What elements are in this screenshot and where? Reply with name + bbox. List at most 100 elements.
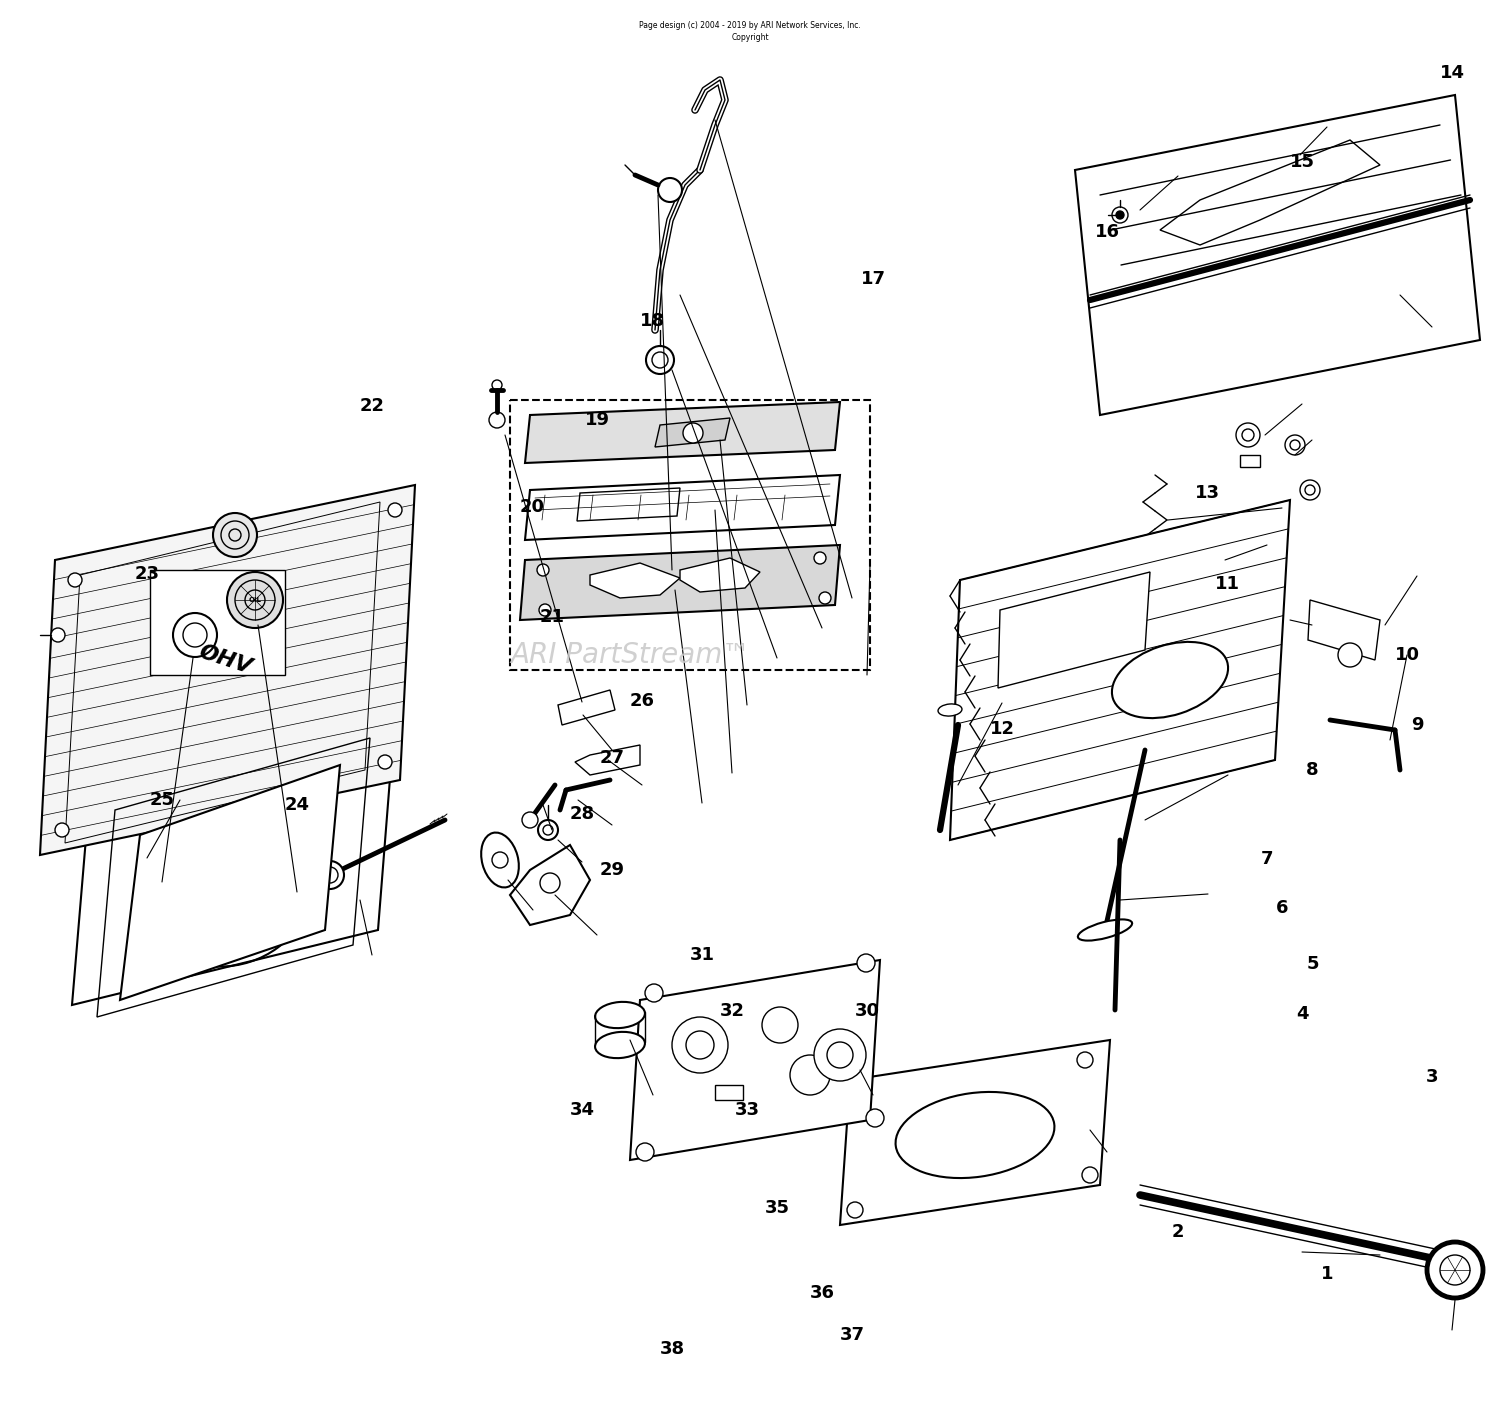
Circle shape	[1236, 422, 1260, 446]
Polygon shape	[510, 845, 590, 925]
Circle shape	[538, 819, 558, 841]
Polygon shape	[840, 1041, 1110, 1225]
Polygon shape	[120, 765, 340, 1000]
Circle shape	[686, 1031, 714, 1059]
Polygon shape	[525, 403, 840, 463]
Text: 35: 35	[765, 1200, 789, 1217]
Polygon shape	[590, 563, 680, 598]
Circle shape	[1082, 1167, 1098, 1183]
Text: 31: 31	[690, 946, 714, 963]
Circle shape	[856, 955, 874, 972]
Circle shape	[226, 572, 284, 628]
Circle shape	[213, 513, 256, 558]
Polygon shape	[72, 715, 395, 1005]
Text: 14: 14	[1440, 65, 1464, 82]
Circle shape	[1112, 207, 1128, 222]
Ellipse shape	[896, 1093, 1054, 1178]
Text: 10: 10	[1395, 646, 1419, 663]
Text: 4: 4	[1296, 1005, 1308, 1022]
Text: 21: 21	[540, 608, 564, 625]
Ellipse shape	[1112, 642, 1228, 718]
Bar	[1204, 686, 1222, 698]
Text: 36: 36	[810, 1284, 834, 1301]
Circle shape	[183, 622, 207, 648]
Bar	[510, 400, 870, 670]
Circle shape	[68, 573, 82, 587]
Circle shape	[489, 413, 506, 428]
Text: 3: 3	[1426, 1069, 1438, 1086]
Polygon shape	[40, 484, 416, 855]
Circle shape	[682, 422, 703, 444]
Circle shape	[790, 1055, 830, 1095]
Polygon shape	[680, 558, 760, 591]
Polygon shape	[656, 418, 730, 446]
Circle shape	[322, 867, 338, 883]
Circle shape	[537, 565, 549, 576]
Text: 32: 32	[720, 1002, 744, 1019]
Circle shape	[827, 1042, 854, 1069]
Text: Copyright: Copyright	[730, 32, 770, 42]
Text: 18: 18	[640, 313, 664, 329]
Text: 24: 24	[285, 797, 309, 814]
Circle shape	[645, 984, 663, 1002]
Text: 11: 11	[1215, 576, 1239, 593]
Circle shape	[672, 1017, 728, 1073]
Text: ARI PartStream™: ARI PartStream™	[510, 641, 750, 669]
Text: 6: 6	[1276, 900, 1288, 917]
Polygon shape	[574, 745, 640, 774]
Ellipse shape	[938, 704, 962, 717]
Circle shape	[852, 1087, 868, 1102]
Ellipse shape	[482, 832, 519, 887]
Circle shape	[51, 628, 64, 642]
Circle shape	[538, 604, 550, 617]
Text: 5: 5	[1306, 956, 1318, 973]
Circle shape	[522, 812, 538, 828]
Polygon shape	[1308, 600, 1380, 660]
Ellipse shape	[1078, 919, 1132, 941]
Bar	[716, 1086, 742, 1100]
Circle shape	[388, 503, 402, 517]
Circle shape	[1338, 643, 1362, 667]
Text: 15: 15	[1290, 153, 1314, 170]
Polygon shape	[558, 690, 615, 725]
Text: Page design (c) 2004 - 2019 by ARI Network Services, Inc.: Page design (c) 2004 - 2019 by ARI Netwo…	[639, 21, 861, 30]
Circle shape	[762, 1007, 798, 1043]
Text: 22: 22	[360, 397, 384, 414]
Circle shape	[658, 177, 682, 201]
Circle shape	[540, 873, 560, 893]
Circle shape	[819, 591, 831, 604]
Circle shape	[1077, 1052, 1094, 1069]
Text: 25: 25	[150, 791, 174, 808]
Text: 20: 20	[520, 498, 544, 515]
Circle shape	[1116, 211, 1124, 220]
Circle shape	[1242, 429, 1254, 441]
Circle shape	[1286, 435, 1305, 455]
Bar	[1240, 455, 1260, 467]
Circle shape	[316, 862, 344, 888]
Text: 38: 38	[660, 1340, 684, 1357]
Polygon shape	[950, 500, 1290, 841]
Text: 7: 7	[1262, 850, 1274, 867]
Text: 12: 12	[990, 721, 1014, 738]
Text: 9: 9	[1412, 717, 1424, 734]
Text: 30: 30	[855, 1002, 879, 1019]
Text: 13: 13	[1196, 484, 1219, 501]
Circle shape	[492, 852, 508, 867]
Circle shape	[56, 824, 69, 836]
Polygon shape	[520, 545, 840, 620]
Polygon shape	[630, 960, 880, 1160]
Circle shape	[378, 755, 392, 769]
Circle shape	[646, 346, 674, 375]
Text: 8: 8	[1306, 762, 1318, 779]
Text: 37: 37	[840, 1326, 864, 1343]
Text: OIL: OIL	[249, 597, 261, 603]
Polygon shape	[1076, 94, 1480, 415]
Circle shape	[172, 612, 217, 658]
Bar	[150, 570, 285, 674]
Polygon shape	[525, 474, 840, 541]
Circle shape	[865, 1110, 883, 1126]
Text: 29: 29	[600, 862, 624, 879]
Ellipse shape	[596, 1032, 645, 1059]
Polygon shape	[998, 572, 1150, 689]
Text: OHV: OHV	[196, 642, 254, 679]
